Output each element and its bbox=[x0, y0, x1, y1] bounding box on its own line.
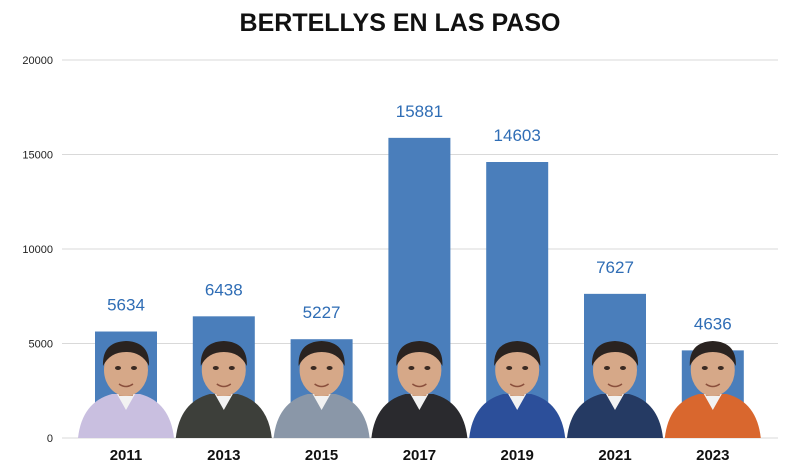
y-tick-label: 15000 bbox=[22, 150, 53, 162]
x-tick-label: 2017 bbox=[403, 447, 436, 464]
data-label-2011: 5634 bbox=[107, 296, 145, 315]
data-label-2017: 15881 bbox=[396, 102, 443, 121]
x-tick-label: 2013 bbox=[207, 447, 240, 464]
candidate-photos bbox=[78, 341, 761, 438]
candidate-photo-2023 bbox=[664, 341, 761, 438]
chart-title: BERTELLYS EN LAS PASO bbox=[240, 9, 561, 37]
candidate-photo-2019 bbox=[469, 341, 566, 438]
y-tick-label: 20000 bbox=[22, 55, 53, 67]
candidate-photo-2021 bbox=[567, 341, 663, 438]
y-tick-label: 5000 bbox=[29, 339, 53, 351]
data-labels: 5634 6438 5227 15881 14603 7627 4636 bbox=[107, 102, 732, 334]
data-label-2021: 7627 bbox=[596, 258, 634, 277]
candidate-photo-2015 bbox=[273, 341, 370, 438]
x-tick-label: 2023 bbox=[696, 447, 729, 464]
candidate-photo-2011 bbox=[78, 341, 174, 438]
candidate-photo-2013 bbox=[175, 341, 272, 438]
candidate-photo-2017 bbox=[371, 341, 468, 438]
x-tick-label: 2011 bbox=[110, 447, 143, 464]
data-label-2015: 5227 bbox=[303, 303, 341, 322]
data-label-2013: 6438 bbox=[205, 280, 243, 299]
x-tick-label: 2021 bbox=[598, 447, 631, 464]
y-tick-label: 10000 bbox=[22, 244, 53, 256]
x-tick-label: 2015 bbox=[305, 447, 338, 464]
data-label-2019: 14603 bbox=[494, 126, 541, 145]
y-axis-ticks: 0 5000 10000 15000 20000 bbox=[22, 55, 53, 445]
x-tick-label: 2019 bbox=[501, 447, 534, 464]
y-tick-label: 0 bbox=[47, 433, 53, 445]
x-axis-ticks: 2011 2013 2015 2017 2019 2021 2023 bbox=[110, 447, 730, 464]
data-label-2023: 4636 bbox=[694, 314, 732, 333]
